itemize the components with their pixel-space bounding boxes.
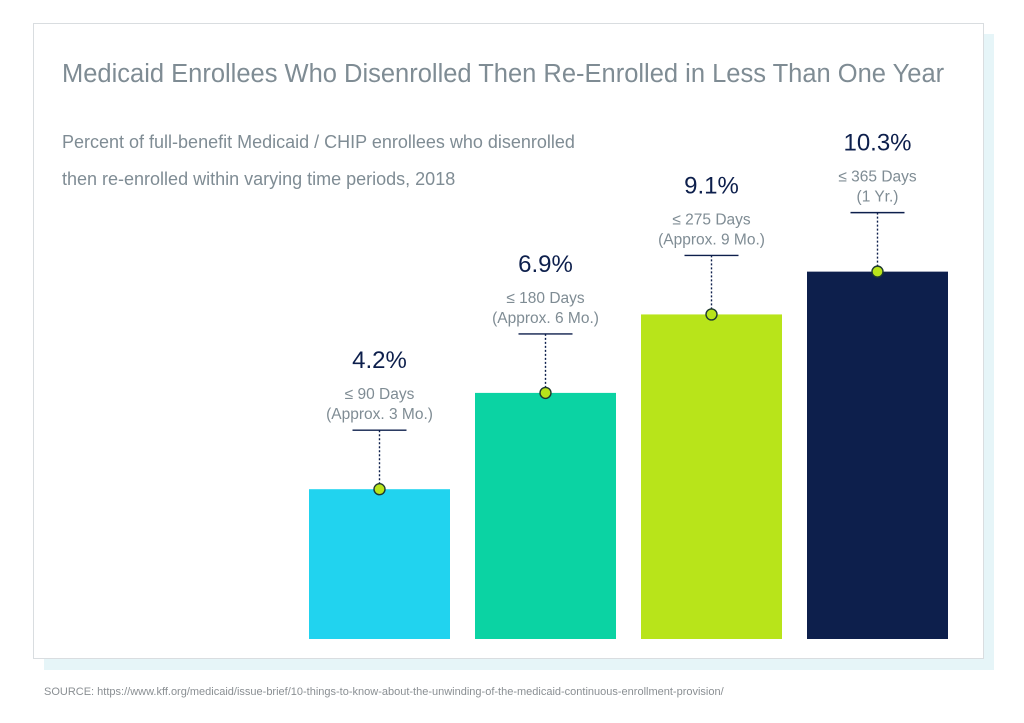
bar-4 — [807, 271, 948, 639]
source-note: SOURCE: https://www.kff.org/medicaid/iss… — [44, 686, 724, 698]
value-label-1: 4.2% — [352, 347, 407, 374]
bar-marker-2 — [539, 386, 552, 400]
subtitle-line-2: then re-enrolled within varying time per… — [62, 169, 456, 189]
category-label-4-line-1: ≤ 365 Days — [838, 169, 917, 186]
category-label-2-line-2: (Approx. 6 Mo.) — [492, 310, 599, 327]
bar-1 — [309, 489, 450, 639]
chart-title: Medicaid Enrollees Who Disenrolled Then … — [62, 60, 945, 88]
category-label-3-line-2: (Approx. 9 Mo.) — [658, 231, 765, 248]
chart-subtitle: Percent of full-benefit Medicaid / CHIP … — [62, 124, 662, 198]
value-label-4: 10.3% — [843, 130, 911, 157]
category-label-4-line-2: (1 Yr.) — [857, 189, 899, 206]
bar-3 — [641, 314, 782, 639]
bar-marker-3 — [705, 308, 718, 321]
value-label-2: 6.9% — [518, 251, 573, 278]
bar-marker-1 — [373, 483, 386, 496]
category-label-3-line-1: ≤ 275 Days — [672, 211, 751, 228]
bar-2 — [475, 392, 616, 639]
value-label-3: 9.1% — [684, 172, 739, 199]
category-label-1-line-1: ≤ 90 Days — [345, 386, 415, 403]
subtitle-line-1: Percent of full-benefit Medicaid / CHIP … — [62, 132, 575, 152]
category-label-1-line-2: (Approx. 3 Mo.) — [326, 406, 433, 423]
category-label-2-line-1: ≤ 180 Days — [506, 290, 585, 307]
bar-marker-4 — [871, 265, 884, 278]
